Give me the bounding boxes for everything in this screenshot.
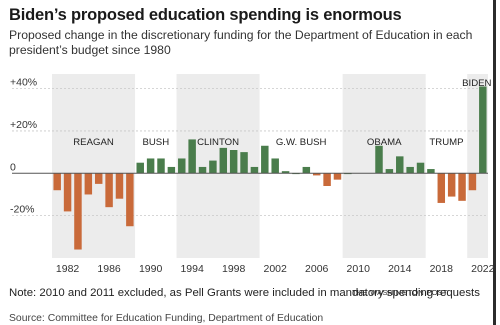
bar-2020: [458, 173, 466, 201]
bar-1984: [84, 173, 93, 195]
bar-2021: [468, 173, 477, 191]
bar-1995: [198, 166, 207, 174]
chart-subtitle: Proposed change in the discretionary fun…: [9, 28, 473, 57]
bar-1983: [74, 173, 82, 250]
footnote: Note: 2010 and 2011 excluded, as Pell Gr…: [9, 287, 480, 299]
bar-1991: [157, 158, 165, 174]
bars: [53, 86, 487, 250]
bar-2018: [437, 173, 446, 203]
y-axis: -20% 0 +20% +40%: [10, 77, 37, 216]
bar-1997: [219, 147, 228, 174]
bar-1996: [209, 160, 217, 174]
bar-2001: [261, 145, 269, 174]
administration-label: CLINTON: [197, 137, 239, 148]
x-tick-label: 1986: [97, 263, 121, 275]
administration-labels: REAGAN BUSH CLINTON G.W. BUSH OBAMA TRUMP BIDE…: [73, 78, 491, 148]
bar-2007: [323, 173, 331, 186]
bar-1986: [105, 173, 113, 208]
x-tick-label: 1994: [180, 263, 204, 275]
administration-label: G.W. BUSH: [276, 137, 327, 148]
bar-2006: [312, 173, 321, 176]
x-tick-label: 2002: [264, 263, 288, 275]
chart-title: Biden’s proposed education spending is e…: [9, 6, 402, 24]
bar-1987: [115, 173, 124, 199]
x-tick-label: 1998: [222, 263, 246, 275]
bar-2000: [250, 166, 259, 174]
bar-2017: [427, 169, 435, 174]
bar-2019: [447, 173, 456, 197]
band-obama: [342, 74, 426, 258]
administration-label: TRUMP: [429, 137, 463, 148]
bar-1990: [146, 158, 155, 174]
bar-1988: [126, 173, 134, 227]
y-tick-label: -20%: [10, 204, 35, 216]
bar-2014: [396, 156, 404, 174]
administration-label: REAGAN: [73, 137, 114, 148]
x-tick-label: 1990: [139, 263, 163, 275]
bar-2002: [271, 158, 279, 174]
source-line: Source: Committee for Education Funding,…: [9, 313, 324, 324]
bar-1998: [229, 150, 238, 174]
x-tick-label: 2022: [471, 263, 495, 275]
bar-1994: [188, 139, 196, 174]
band-reagan: [52, 74, 136, 258]
bar-1982: [63, 173, 72, 212]
x-axis: 1982 1986 1990 1994 1998 2002 2006 2010 2014 2018…: [56, 263, 495, 275]
bar-2012: [375, 145, 383, 174]
bar-1993: [178, 158, 186, 174]
x-tick-label: 2014: [388, 263, 412, 275]
gridlines: [12, 88, 488, 217]
administration-label: BUSH: [142, 137, 169, 148]
bar-1999: [240, 152, 248, 174]
bar-1981: [53, 173, 61, 191]
bar-2016: [416, 162, 425, 174]
x-tick-label: 2018: [430, 263, 454, 275]
administration-label: OBAMA: [367, 137, 402, 148]
x-tick-label: 1982: [56, 263, 80, 275]
bar-2013: [385, 169, 394, 174]
publisher-credit: THE WASHINGTON POST: [352, 288, 448, 297]
administration-label: BIDEN: [462, 78, 491, 89]
bar-2015: [406, 166, 414, 174]
x-tick-label: 2006: [305, 263, 329, 275]
bar-2008: [333, 173, 342, 180]
x-tick-label: 2010: [347, 263, 371, 275]
y-tick-label: +20%: [10, 119, 37, 131]
bar-1985: [94, 173, 103, 184]
bar-2003: [281, 171, 290, 174]
y-tick-label: +40%: [10, 77, 37, 89]
bar-1992: [167, 166, 176, 174]
bar-2005: [302, 166, 311, 174]
bar-1989: [136, 162, 144, 174]
y-tick-label: 0: [10, 161, 16, 173]
administration-bands: [52, 74, 488, 258]
bar-2022: [479, 86, 487, 174]
